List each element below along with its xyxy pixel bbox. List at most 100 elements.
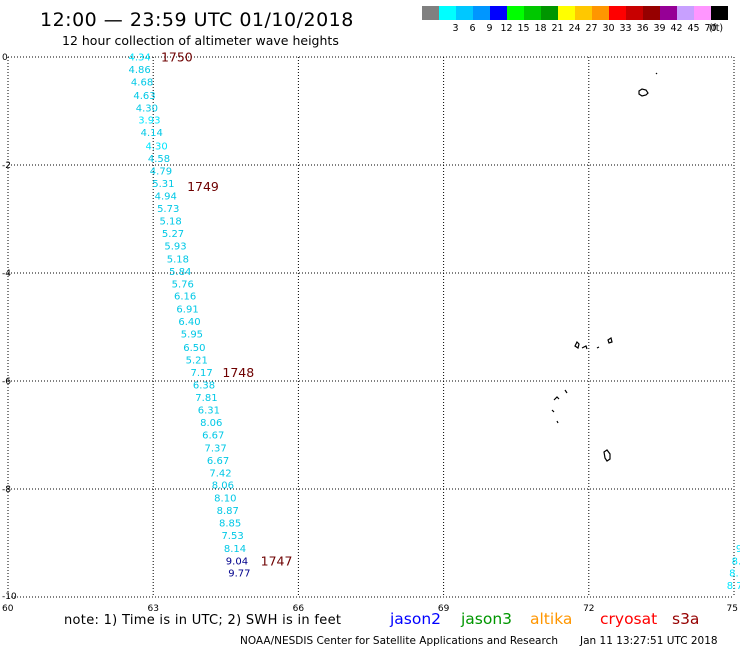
longitude-tick-label: 69 <box>438 604 450 614</box>
longitude-tick-label: 63 <box>147 604 158 614</box>
legend-label: 15 <box>517 23 529 34</box>
island-outline <box>574 340 580 349</box>
legend-label: 21 <box>551 23 563 34</box>
wave-height-reading: 5.93 <box>164 242 186 253</box>
axis-labels: 0 -2 -4 -6 -8 -10 60 63 66 69 72 75 <box>2 53 738 614</box>
wave-height-reading: 4.68 <box>131 77 153 88</box>
wave-height-reading: 8.10 <box>214 494 236 505</box>
wave-height-reading: 4.30 <box>145 142 167 153</box>
wave-height-reading: 5.76 <box>172 279 194 290</box>
legend-swatch <box>473 6 490 20</box>
wave-height-reading: 5.18 <box>159 217 181 228</box>
wave-height-reading: 6.50 <box>183 343 205 354</box>
legend-swatch <box>660 6 677 20</box>
island-outline <box>553 396 560 401</box>
longitude-tick-label: 60 <box>2 604 14 614</box>
island-outline <box>638 88 649 97</box>
legend-swatch <box>422 6 439 20</box>
legend-label: 6 <box>469 23 475 34</box>
wave-height-reading: 4.94 <box>155 191 177 202</box>
legend-unit: (ft) <box>709 23 723 34</box>
satellite-name: s3a <box>672 610 699 628</box>
legend-label: 70 <box>704 23 716 34</box>
wave-height-reading: 8.87 <box>217 506 239 517</box>
wave-height-reading: 4.14 <box>141 128 163 139</box>
wave-height-reading: 9.77 <box>228 569 250 580</box>
legend-label: 12 <box>500 23 512 34</box>
edge-reading: 8. <box>732 556 740 567</box>
wave-height-reading: 4.58 <box>148 154 170 165</box>
wave-height-reading: 7.37 <box>205 443 227 454</box>
legend-swatch <box>575 6 592 20</box>
latitude-tick-label: -6 <box>2 377 11 387</box>
island-outlines <box>551 72 658 462</box>
map-title: 12:00 — 23:59 UTC 01/10/2018 <box>40 9 354 31</box>
island-outline <box>607 337 613 344</box>
legend-swatch <box>541 6 558 20</box>
wave-height-reading: 7.81 <box>195 393 217 404</box>
legend-label: 3 <box>452 23 458 34</box>
wave-height-reading: 8.06 <box>212 481 234 492</box>
island-outline <box>596 346 600 349</box>
wave-height-reading: 4.79 <box>150 166 172 177</box>
legend-label: 9 <box>486 23 492 34</box>
edge-reading: 8. <box>729 569 739 580</box>
wave-height-reading: 5.31 <box>152 179 174 190</box>
latitude-tick-label: -4 <box>2 269 11 279</box>
pass-time-label: 1748 <box>222 365 254 380</box>
wave-height-reading: 8.06 <box>200 418 222 429</box>
satellite-name: cryosat <box>600 610 657 628</box>
legend-swatch <box>609 6 626 20</box>
edge-reading: 9 <box>736 544 740 555</box>
wave-height-reading: 6.67 <box>207 456 229 467</box>
legend-swatch <box>643 6 660 20</box>
wave-height-reading: 5.27 <box>162 229 184 240</box>
legend-label: 36 <box>636 23 648 34</box>
island-outline <box>655 72 658 75</box>
legend-label: 45 <box>687 23 699 34</box>
legend-swatch <box>456 6 473 20</box>
map-subtitle: 12 hour collection of altimeter wave hei… <box>62 33 339 48</box>
wave-height-reading: 8.14 <box>224 544 246 555</box>
island-outline <box>556 420 559 424</box>
longitude-tick-label: 72 <box>583 604 594 614</box>
legend-swatch <box>524 6 541 20</box>
pass-time-label: 1750 <box>161 50 193 65</box>
pass-time-label: 1749 <box>187 179 219 194</box>
wave-height-reading: 5.73 <box>157 204 179 215</box>
wave-height-reading: 6.40 <box>178 317 200 328</box>
credit-text: NOAA/NESDIS Center for Satellite Applica… <box>240 635 558 647</box>
wave-height-reading: 3.93 <box>138 116 160 127</box>
wave-height-reading: 5.18 <box>167 254 189 265</box>
wave-height-reading: 6.31 <box>198 406 220 417</box>
island-outline <box>581 345 588 350</box>
latitude-tick-label: -10 <box>2 592 17 602</box>
wave-height-reading: 9.04 <box>226 556 248 567</box>
legend-label: 42 <box>670 23 682 34</box>
legend-label: 33 <box>619 23 631 34</box>
timestamp-text: Jan 11 13:27:51 UTC 2018 <box>579 635 718 647</box>
edge-reading: 8.7 <box>727 581 740 592</box>
island-outline <box>564 389 568 394</box>
legend-label: 30 <box>602 23 614 34</box>
latitude-tick-label: 0 <box>2 53 8 63</box>
legend-swatch <box>694 6 711 20</box>
wave-height-reading: 4.63 <box>133 91 155 102</box>
latitude-tick-label: -2 <box>2 161 11 171</box>
wave-height-reading: 7.53 <box>221 531 243 542</box>
wave-height-reading: 5.95 <box>181 330 203 341</box>
graticule <box>7 56 735 598</box>
latitude-tick-label: -8 <box>2 485 11 495</box>
longitude-tick-label: 75 <box>727 604 738 614</box>
wave-height-reading: 7.17 <box>190 368 212 379</box>
wave-height-reading: 6.16 <box>174 292 196 303</box>
legend-swatch <box>558 6 575 20</box>
satellite-legend: jason2 jason3 altika cryosat s3a <box>389 610 699 628</box>
island-outline <box>551 409 555 413</box>
color-legend: 3 6 9 12 15 18 21 24 27 30 33 36 39 42 45 70(ft) <box>422 6 728 34</box>
wave-height-reading: 7.42 <box>209 468 231 479</box>
legend-swatch <box>592 6 609 20</box>
legend-label: 39 <box>653 23 665 34</box>
legend-label: 18 <box>534 23 546 34</box>
